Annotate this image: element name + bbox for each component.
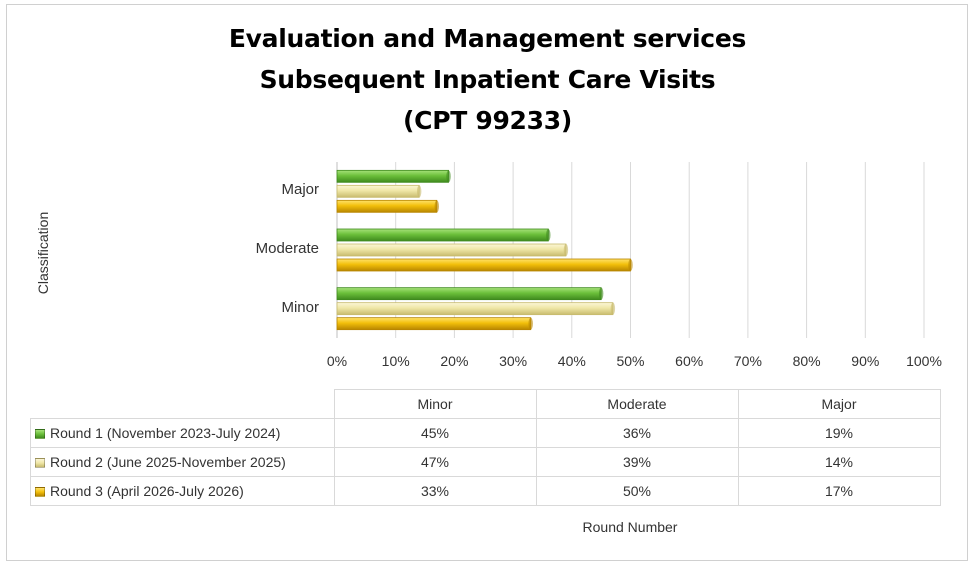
bar-end-cap (446, 170, 451, 183)
legend-label: Round 3 (April 2026-July 2026) (50, 483, 244, 499)
bar-end-cap (563, 244, 569, 256)
bar-end-cap (528, 317, 533, 330)
bar-end-cap (628, 259, 633, 271)
bar-end-cap (598, 287, 604, 300)
bar-end-cap (546, 229, 551, 241)
data-table-row: Round 1 (November 2023-July 2024) 45% 36… (30, 418, 941, 448)
data-table-col-header: Major (737, 389, 941, 419)
data-table-cell: 17% (737, 476, 941, 506)
data-table-col-header: Moderate (535, 389, 739, 419)
legend-key-round-3 (35, 487, 45, 497)
x-tick-label: 30% (499, 353, 528, 369)
bar-end-cap (434, 200, 439, 213)
chart-title-line-3: (CPT 99233) (403, 106, 572, 135)
data-table-cell: 50% (535, 476, 739, 506)
bar-end-cap (610, 302, 616, 315)
bar (336, 258, 631, 272)
x-tick-label: 20% (440, 353, 469, 369)
bar (336, 302, 614, 316)
bar (336, 243, 567, 257)
bar (336, 228, 549, 242)
x-axis-label: Round Number (582, 519, 678, 535)
data-table-corner (30, 389, 335, 419)
data-table-cell: 45% (333, 418, 537, 448)
legend-key-round-1 (35, 429, 45, 439)
x-tick-label: 50% (616, 353, 645, 369)
x-tick-label: 100% (906, 353, 942, 369)
x-tick-label: 90% (851, 353, 880, 369)
chart-title-line-2: Subsequent Inpatient Care Visits (259, 65, 716, 94)
x-tick-label: 70% (733, 353, 762, 369)
data-table-cell: 39% (535, 447, 739, 477)
chart-title-line-1: Evaluation and Management services (228, 24, 747, 53)
legend-label: Round 1 (November 2023-July 2024) (50, 425, 281, 441)
data-table-cell: 33% (333, 476, 537, 506)
bar (336, 169, 449, 183)
data-table-cell: 14% (737, 447, 941, 477)
data-table-header-row: Minor Moderate Major (30, 389, 941, 419)
category-label: Moderate (255, 240, 319, 257)
legend-entry-round-3: Round 3 (April 2026-July 2026) (30, 476, 335, 506)
bar (336, 317, 532, 331)
x-tick-label: 10% (381, 353, 410, 369)
x-tick-label: 80% (792, 353, 821, 369)
legend-entry-round-2: Round 2 (June 2025-November 2025) (30, 447, 335, 477)
x-tick-label: 60% (675, 353, 704, 369)
x-tick-label: 0% (326, 353, 348, 369)
x-tick-label: 40% (557, 353, 586, 369)
data-table-cell: 19% (737, 418, 941, 448)
data-table-row: Round 2 (June 2025-November 2025) 47% 39… (30, 447, 941, 477)
data-table-col-header: Minor (333, 389, 537, 419)
category-label: Minor (281, 298, 319, 316)
category-label: Major (281, 181, 319, 199)
data-table-cell: 47% (333, 447, 537, 477)
bar (336, 287, 602, 301)
data-table-row: Round 3 (April 2026-July 2026) 33% 50% 1… (30, 476, 941, 506)
legend-key-round-2 (35, 458, 45, 468)
bar (336, 184, 420, 198)
bar-end-cap (416, 185, 422, 198)
bar (336, 199, 438, 213)
legend-entry-round-1: Round 1 (November 2023-July 2024) (30, 418, 335, 448)
legend-label: Round 2 (June 2025-November 2025) (50, 454, 286, 470)
data-table-cell: 36% (535, 418, 739, 448)
data-table: Minor Moderate Major Round 1 (November 2… (30, 389, 941, 506)
